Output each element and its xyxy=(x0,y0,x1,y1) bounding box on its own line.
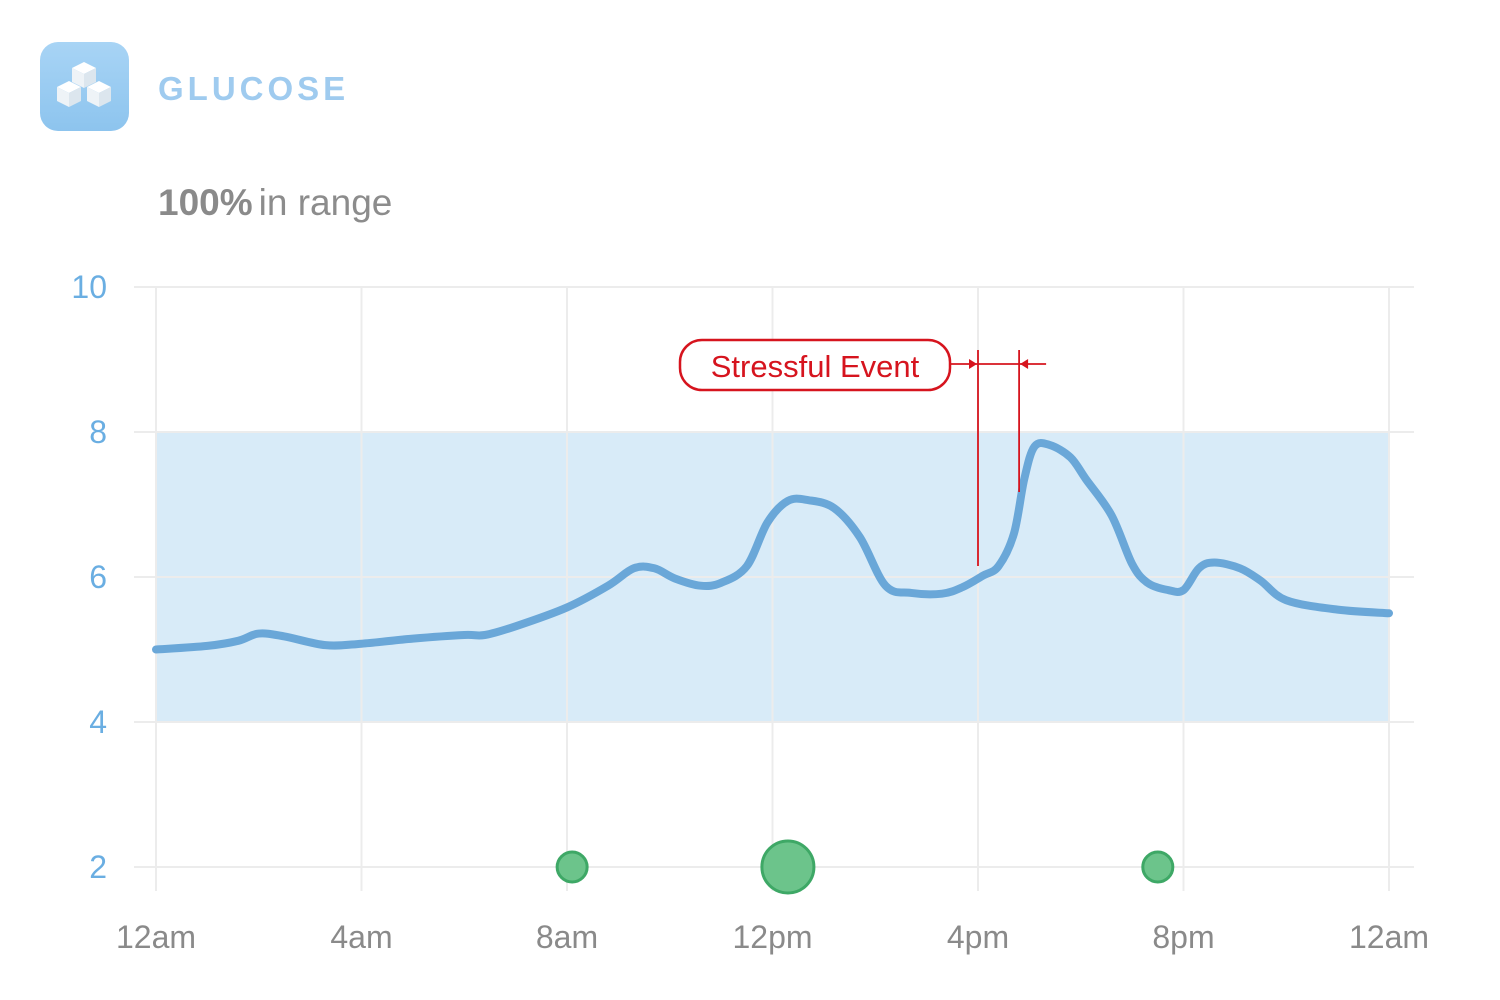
y-tick-label: 10 xyxy=(71,269,107,305)
glucose-series-line xyxy=(152,438,1393,654)
event-marker-small xyxy=(555,850,589,884)
y-tick-label: 2 xyxy=(89,849,107,885)
app-title: GLUCOSE xyxy=(158,70,350,107)
x-tick-label: 12pm xyxy=(732,919,812,955)
annotation-label: Stressful Event xyxy=(711,349,920,384)
in-range-summary: 100% in range xyxy=(158,182,392,224)
annotation-arrowhead xyxy=(1020,359,1029,369)
x-tick-label: 8pm xyxy=(1152,919,1214,955)
app-icon xyxy=(40,42,129,131)
x-tick-label: 12am xyxy=(116,919,196,955)
x-tick-label: 12am xyxy=(1349,919,1429,955)
x-tick-label: 4am xyxy=(330,919,392,955)
y-tick-label: 4 xyxy=(89,704,107,740)
x-tick-label: 8am xyxy=(536,919,598,955)
event-marker-large xyxy=(760,839,816,895)
y-tick-label: 8 xyxy=(89,414,107,450)
annotation-arrowhead xyxy=(969,359,977,369)
event-marker-small xyxy=(1141,850,1175,884)
annotation-callout-box xyxy=(678,338,952,392)
sugar-cubes-icon xyxy=(57,62,111,107)
in-range-percentage: 100% xyxy=(158,182,253,223)
x-tick-label: 4pm xyxy=(947,919,1009,955)
in-range-label: in range xyxy=(258,182,393,223)
y-tick-label: 6 xyxy=(89,559,107,595)
